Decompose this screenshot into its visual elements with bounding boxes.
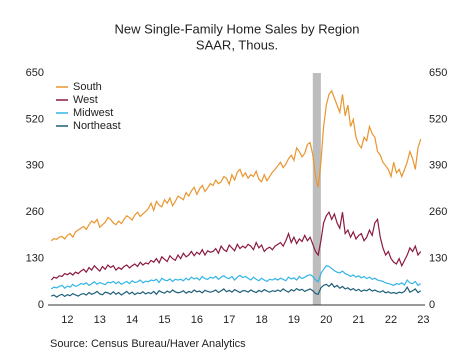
x-tick-label: 23	[417, 314, 429, 326]
y-tick-label: 390	[26, 160, 44, 172]
y-tick-label: 260	[26, 206, 44, 218]
y2-tick-label: 260	[429, 206, 447, 218]
y2-tick-label: 130	[429, 253, 447, 265]
y2-tick-label: 520	[429, 113, 447, 125]
x-tick-label: 17	[223, 314, 235, 326]
series-line	[50, 89, 422, 242]
y2-tick-label: 390	[429, 160, 447, 172]
x-tick-label: 21	[353, 314, 365, 326]
legend-label: West	[73, 94, 98, 106]
x-tick-label: 22	[385, 314, 397, 326]
x-tick-label: 20	[320, 314, 332, 326]
x-tick-label: 18	[255, 314, 267, 326]
y2-tick-label: 0	[429, 299, 435, 311]
source-note: Source: Census Bureau/Haver Analytics	[50, 338, 246, 350]
legend-label: South	[73, 81, 102, 93]
y-tick-label: 0	[38, 299, 44, 311]
y2-tick-label: 650	[429, 67, 447, 79]
legend-label: Midwest	[73, 107, 113, 119]
series-line	[50, 265, 422, 290]
y-tick-label: 650	[26, 67, 44, 79]
shaded-period	[312, 73, 321, 305]
chart-title: New Single-Family Home Sales by Region	[115, 21, 360, 36]
series-line	[51, 282, 422, 298]
y-tick-label: 520	[26, 113, 44, 125]
chart-subtitle: SAAR, Thous.	[196, 37, 278, 52]
x-tick-label: 15	[158, 314, 170, 326]
x-tick-label: 19	[288, 314, 300, 326]
x-tick-label: 16	[191, 314, 203, 326]
y-tick-label: 130	[26, 253, 44, 265]
series-line	[50, 210, 422, 281]
x-tick-label: 14	[126, 314, 138, 326]
x-tick-label: 12	[61, 314, 73, 326]
legend-label: Northeast	[73, 120, 121, 132]
x-tick-label: 13	[94, 314, 106, 326]
